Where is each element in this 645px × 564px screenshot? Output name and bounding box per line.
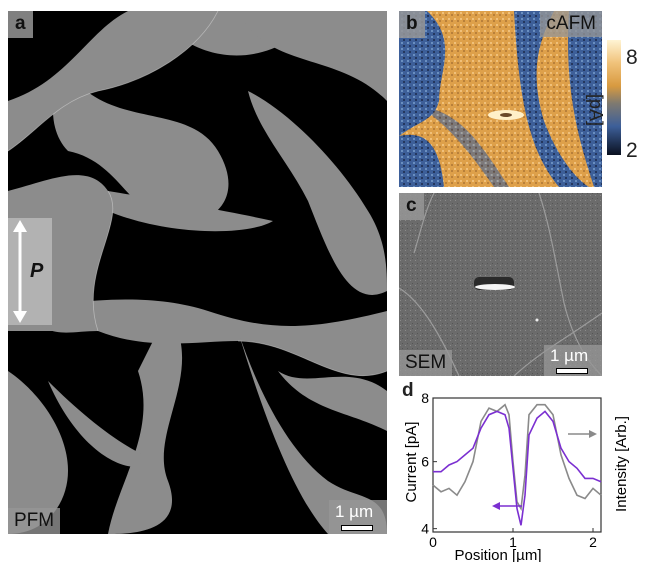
panel-a-tag: a bbox=[8, 11, 33, 38]
cafm-label: cAFM bbox=[540, 11, 602, 37]
current-arrow-head-icon bbox=[492, 502, 500, 510]
panel-c-scale-bar bbox=[556, 368, 588, 374]
sem-label: SEM bbox=[399, 350, 453, 376]
plot-frame bbox=[432, 397, 602, 533]
x-tick-label: 2 bbox=[589, 534, 597, 550]
colorbar-max: 8 bbox=[626, 46, 638, 69]
panel-a-scale-bar bbox=[341, 525, 373, 531]
sem-image bbox=[399, 193, 602, 376]
pfm-domain-map bbox=[8, 11, 387, 534]
panel-d-tag: d bbox=[402, 380, 414, 401]
y-tick-label: 4 bbox=[421, 521, 429, 537]
panel-c-scale-box: 1 µm bbox=[544, 345, 602, 376]
y2-axis-label: Intensity [Arb.] bbox=[613, 416, 630, 512]
y-tick-label: 6 bbox=[421, 454, 429, 470]
y-tick-label: 8 bbox=[421, 390, 429, 406]
y-axis-label: Current [pA] bbox=[403, 422, 420, 503]
x-tick-label: 0 bbox=[429, 534, 437, 550]
panel-c-scale-text: 1 µm bbox=[550, 346, 589, 365]
x-tick-label: 1 bbox=[509, 534, 517, 550]
current-series-line bbox=[433, 410, 602, 526]
cafm-map bbox=[399, 11, 602, 187]
polarization-label: P bbox=[30, 260, 44, 282]
colorbar bbox=[607, 40, 621, 155]
panel-b-tag: b bbox=[399, 11, 425, 38]
panel-c-tag: c bbox=[399, 193, 424, 220]
panel-a-scale-box: 1 µm bbox=[329, 500, 387, 534]
intensity-series-line bbox=[432, 403, 602, 512]
x-axis-label: Position [µm] bbox=[454, 547, 541, 562]
intensity-arrow-head-icon bbox=[589, 430, 597, 438]
panel-c-sem: c SEM 1 µm bbox=[399, 193, 602, 376]
panel-d-chart: 0 1 2 4 6 8 Position [µm] Current [pA] Intens… bbox=[403, 390, 630, 562]
double-arrow-icon bbox=[13, 220, 27, 323]
polarization-box: P bbox=[8, 218, 52, 325]
colorbar-unit: [pA] bbox=[586, 94, 606, 127]
panel-a-pfm: a P PFM 1 µm bbox=[8, 11, 387, 534]
panel-b-cafm: b cAFM bbox=[399, 11, 602, 187]
colorbar-min: 2 bbox=[626, 139, 638, 162]
panel-a-scale-text: 1 µm bbox=[335, 502, 374, 521]
pfm-label: PFM bbox=[8, 508, 61, 534]
